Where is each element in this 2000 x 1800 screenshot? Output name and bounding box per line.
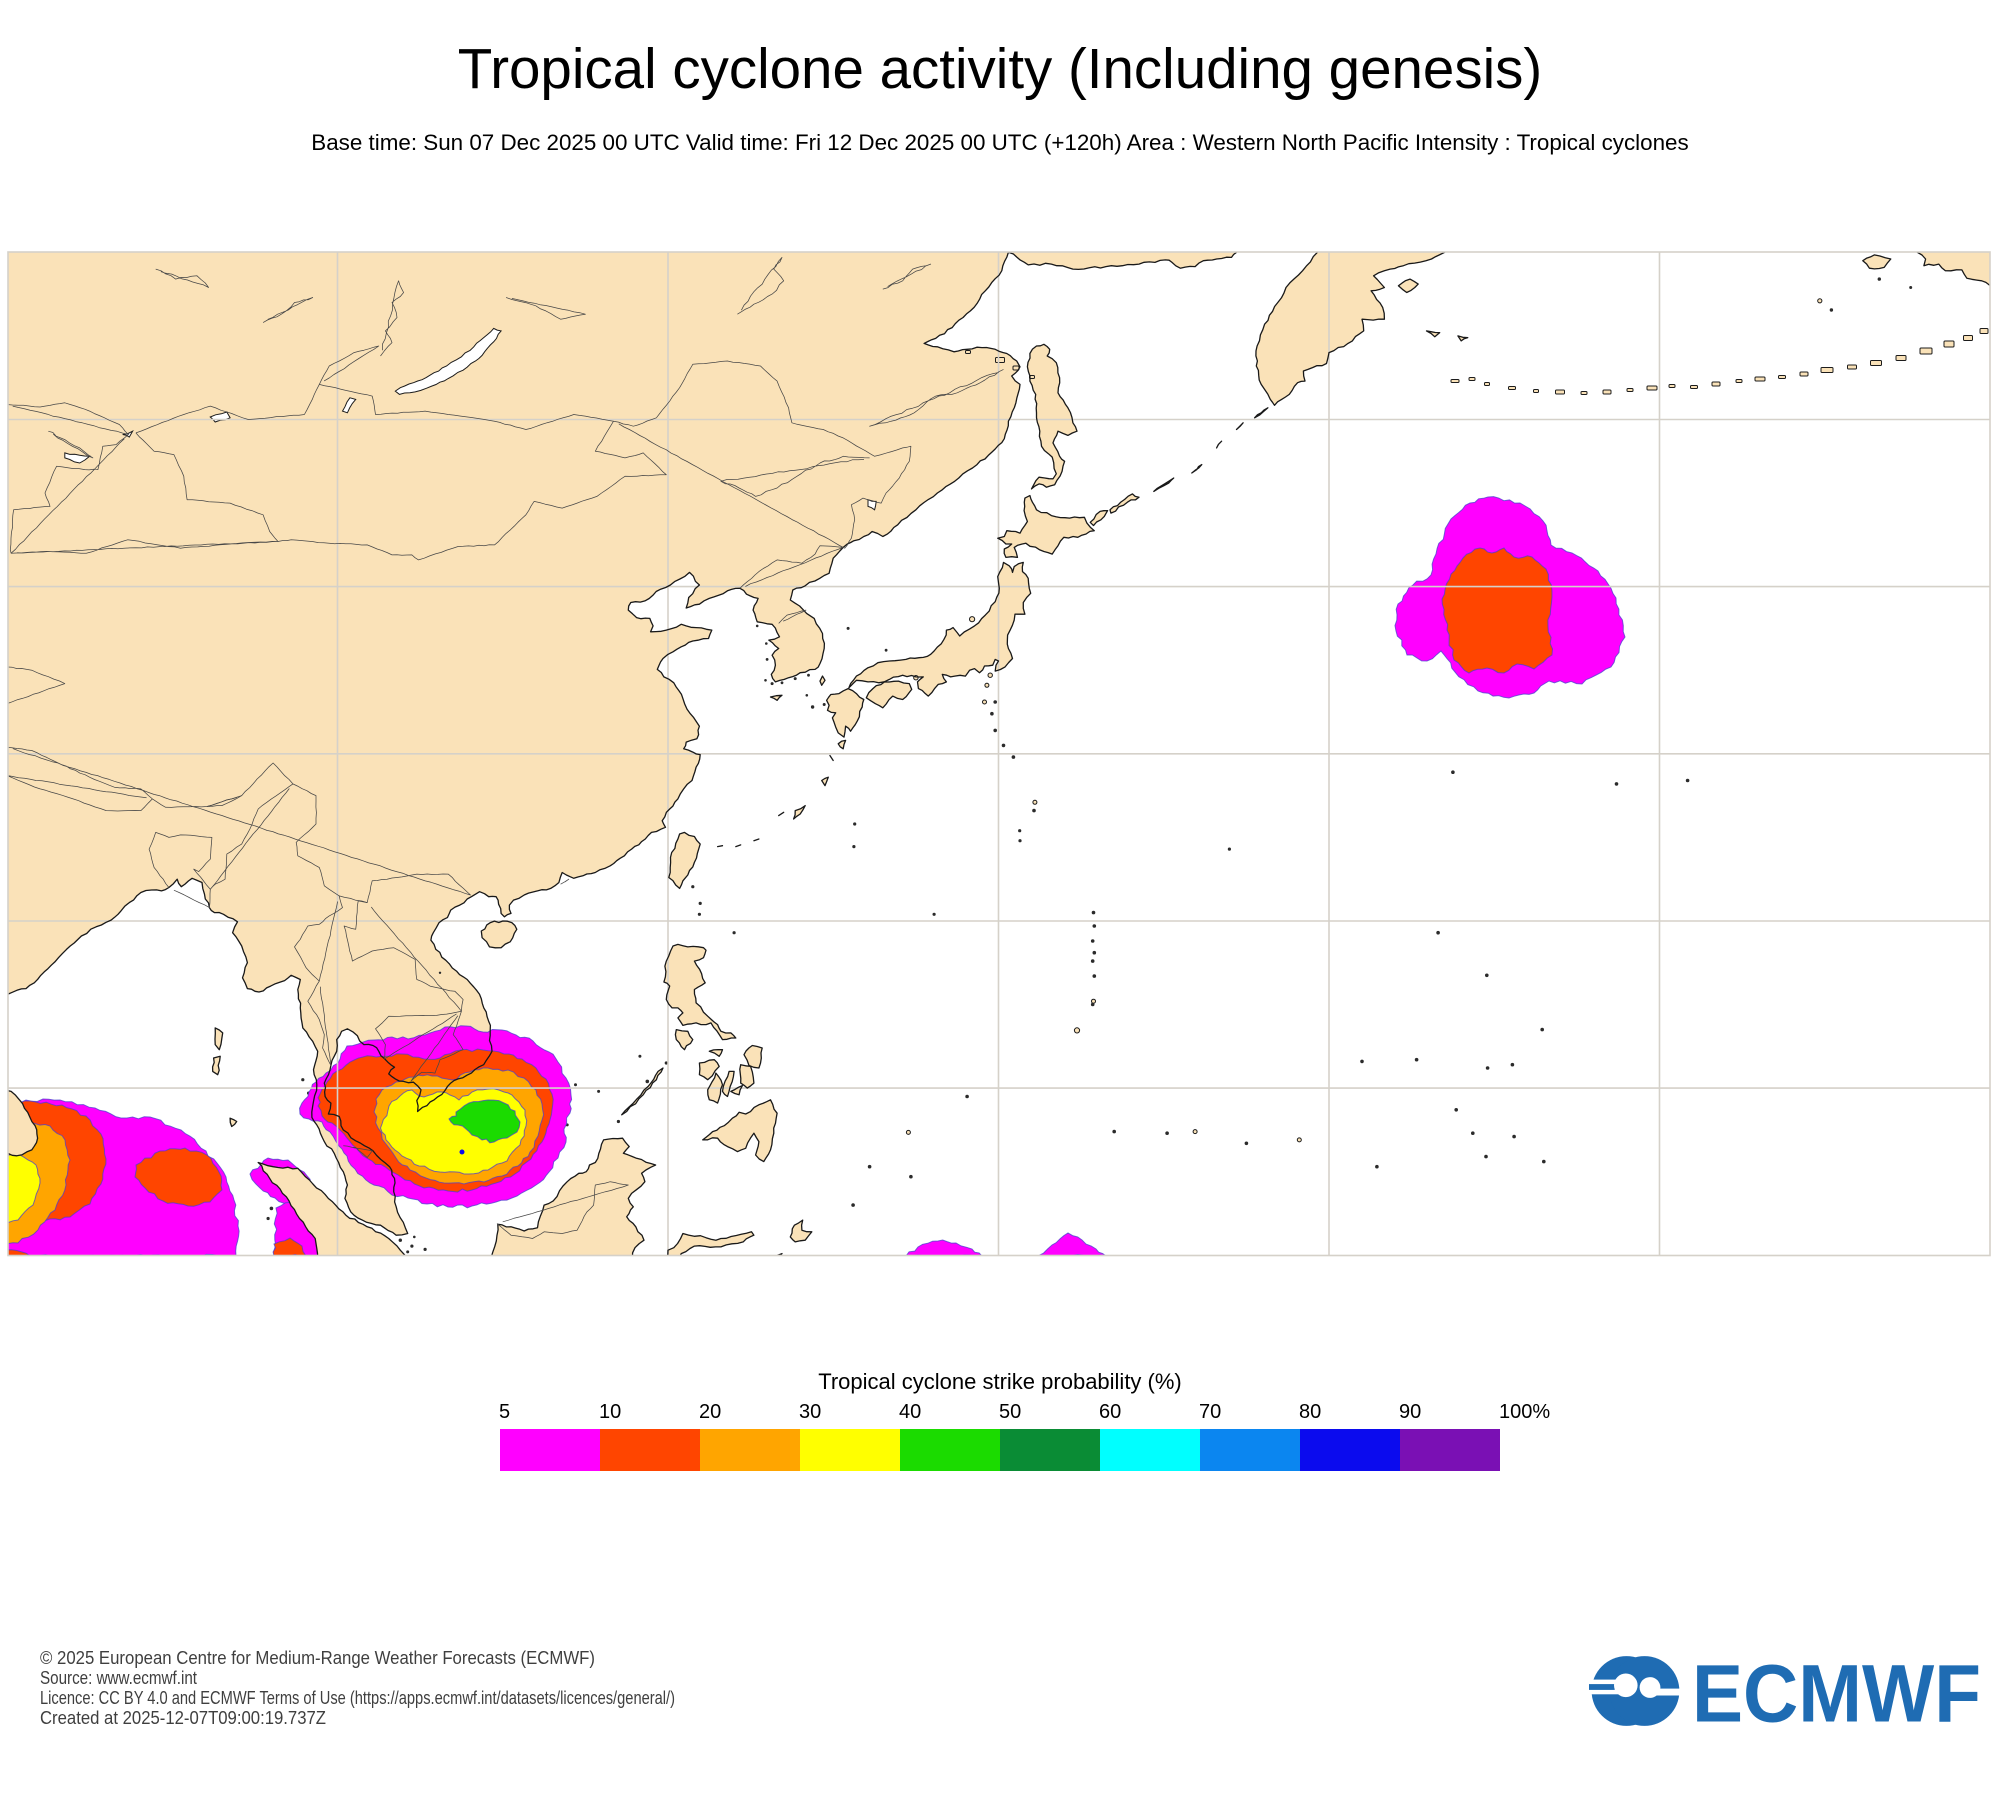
svg-text:Created at 2025-12-07T09:00:19: Created at 2025-12-07T09:00:19.737Z — [40, 1707, 326, 1728]
svg-text:Source: www.ecmwf.int: Source: www.ecmwf.int — [40, 1667, 197, 1688]
svg-text:30: 30 — [799, 1401, 821, 1423]
svg-text:60: 60 — [1099, 1401, 1121, 1423]
svg-text:100%: 100% — [1499, 1401, 1550, 1423]
svg-text:Base time: Sun 07 Dec 2025 00: Base time: Sun 07 Dec 2025 00 UTC Valid … — [311, 130, 1688, 155]
svg-text:10: 10 — [599, 1401, 621, 1423]
svg-text:80: 80 — [1299, 1401, 1321, 1423]
svg-text:90: 90 — [1399, 1401, 1421, 1423]
svg-text:© 2025 European Centre for Med: © 2025 European Centre for Medium-Range … — [40, 1647, 595, 1668]
svg-text:20: 20 — [699, 1401, 721, 1423]
svg-text:ECMWF: ECMWF — [1692, 1649, 1981, 1740]
svg-text:Tropical cyclone strike probab: Tropical cyclone strike probability (%) — [818, 1369, 1182, 1394]
svg-text:40: 40 — [899, 1401, 921, 1423]
svg-text:70: 70 — [1199, 1401, 1221, 1423]
svg-text:Licence: CC BY 4.0 and ECMWF T: Licence: CC BY 4.0 and ECMWF Terms of Us… — [40, 1687, 675, 1708]
svg-text:Tropical cyclone activity (Inc: Tropical cyclone activity (Including gen… — [458, 37, 1542, 100]
svg-text:5: 5 — [499, 1401, 510, 1423]
svg-text:50: 50 — [999, 1401, 1021, 1423]
